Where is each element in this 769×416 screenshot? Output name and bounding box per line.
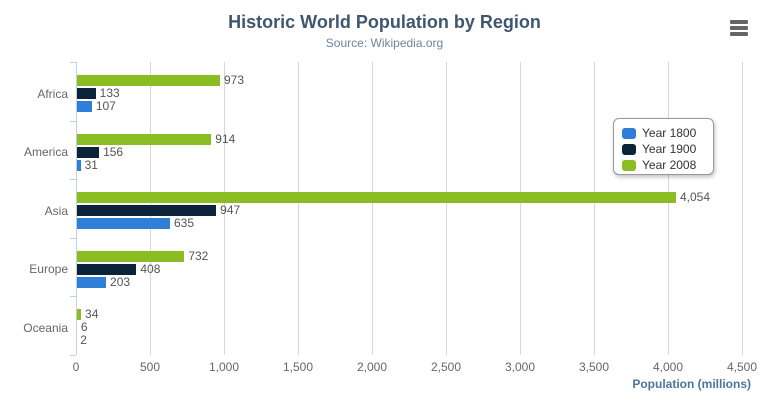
legend-symbol [622,143,636,155]
chart-title: Historic World Population by Region [228,12,541,32]
legend: Year 1800 Year 1900 Year 2008 [613,118,714,175]
legend-item-label: Year 1800 [642,126,697,140]
gridline [372,62,373,355]
x-axis-tick-label: 3,500 [578,360,610,374]
legend-item-year-2008[interactable]: Year 2008 [622,157,713,173]
legend-item-label: Year 1900 [642,142,697,156]
x-axis-tick-label: 0 [72,360,80,374]
category-label: Africa [37,86,68,101]
axis-tick [70,179,76,180]
axis-tick [70,296,76,297]
gridline [520,62,521,355]
x-axis-tick-label: 2,000 [356,360,388,374]
legend-symbol [622,159,636,171]
data-label: 31 [84,157,98,172]
bar-america-year-2008[interactable] [76,133,212,145]
category-label: Europe [29,262,68,277]
data-label: 408 [140,261,161,276]
bar-europe-year-1800[interactable] [76,276,107,288]
x-axis-tick-label: 4,000 [652,360,684,374]
data-label: 6 [80,320,88,335]
gridline [742,62,743,355]
bar-europe-year-2008[interactable] [76,250,185,262]
legend-item-label: Year 2008 [642,158,697,172]
bar-america-year-1900[interactable] [76,146,100,158]
bar-oceania-year-2008[interactable] [76,309,82,321]
gridline [594,62,595,355]
data-label: 4,054 [679,190,711,205]
bar-africa-year-1800[interactable] [76,101,92,112]
data-label: 914 [215,131,236,146]
bar-europe-year-1900[interactable] [76,263,137,275]
context-menu-button[interactable] [726,17,752,41]
x-axis-tick-label: 3,000 [504,360,536,374]
axis-tick [70,238,76,239]
category-axis-line [76,62,77,355]
legend-item-year-1900[interactable]: Year 1900 [622,141,713,157]
gridline [224,62,225,355]
data-label: 732 [188,248,209,263]
data-label: 156 [103,144,124,159]
category-label: Asia [44,203,68,218]
bar-asia-year-1900[interactable] [76,205,217,217]
plot-area: 0 500 1,000 1,500 2,000 2,500 3,000 3,500 4,000 4… [23,62,757,374]
data-label: 34 [85,307,99,322]
x-axis-title: Population (millions) [632,377,751,391]
category-label: America [23,145,68,160]
gridline [668,62,669,355]
bar-asia-year-1800[interactable] [76,218,170,230]
gridline [298,62,299,355]
data-label: 133 [99,86,120,100]
data-label: 203 [110,274,131,289]
data-label: 107 [95,99,116,113]
hamburger-icon [729,20,749,36]
bar-africa-year-1900[interactable] [76,88,96,99]
data-label: 2 [80,333,87,348]
x-axis-tick-label: 2,500 [430,360,462,374]
data-label: 635 [173,216,194,231]
x-axis-tick-label: 1,500 [282,360,314,374]
axis-tick [70,121,76,122]
x-axis-tick-label: 500 [139,360,161,374]
x-axis-tick-label: 4,500 [726,360,758,374]
category-label: Oceania [23,320,68,335]
bar-america-year-1800[interactable] [76,159,81,171]
bar-asia-year-2008[interactable] [76,192,676,204]
chart-subtitle: Source: Wikipedia.org [325,36,444,50]
data-label: 973 [224,73,245,87]
legend-item-year-1800[interactable]: Year 1800 [622,125,713,141]
gridline [446,62,447,355]
axis-tick [70,62,76,63]
x-axis-tick-label: 1,000 [208,360,240,374]
data-label: 947 [220,203,241,218]
legend-symbol [622,127,636,139]
axis-tick [70,355,76,356]
bar-africa-year-2008[interactable] [76,75,220,86]
